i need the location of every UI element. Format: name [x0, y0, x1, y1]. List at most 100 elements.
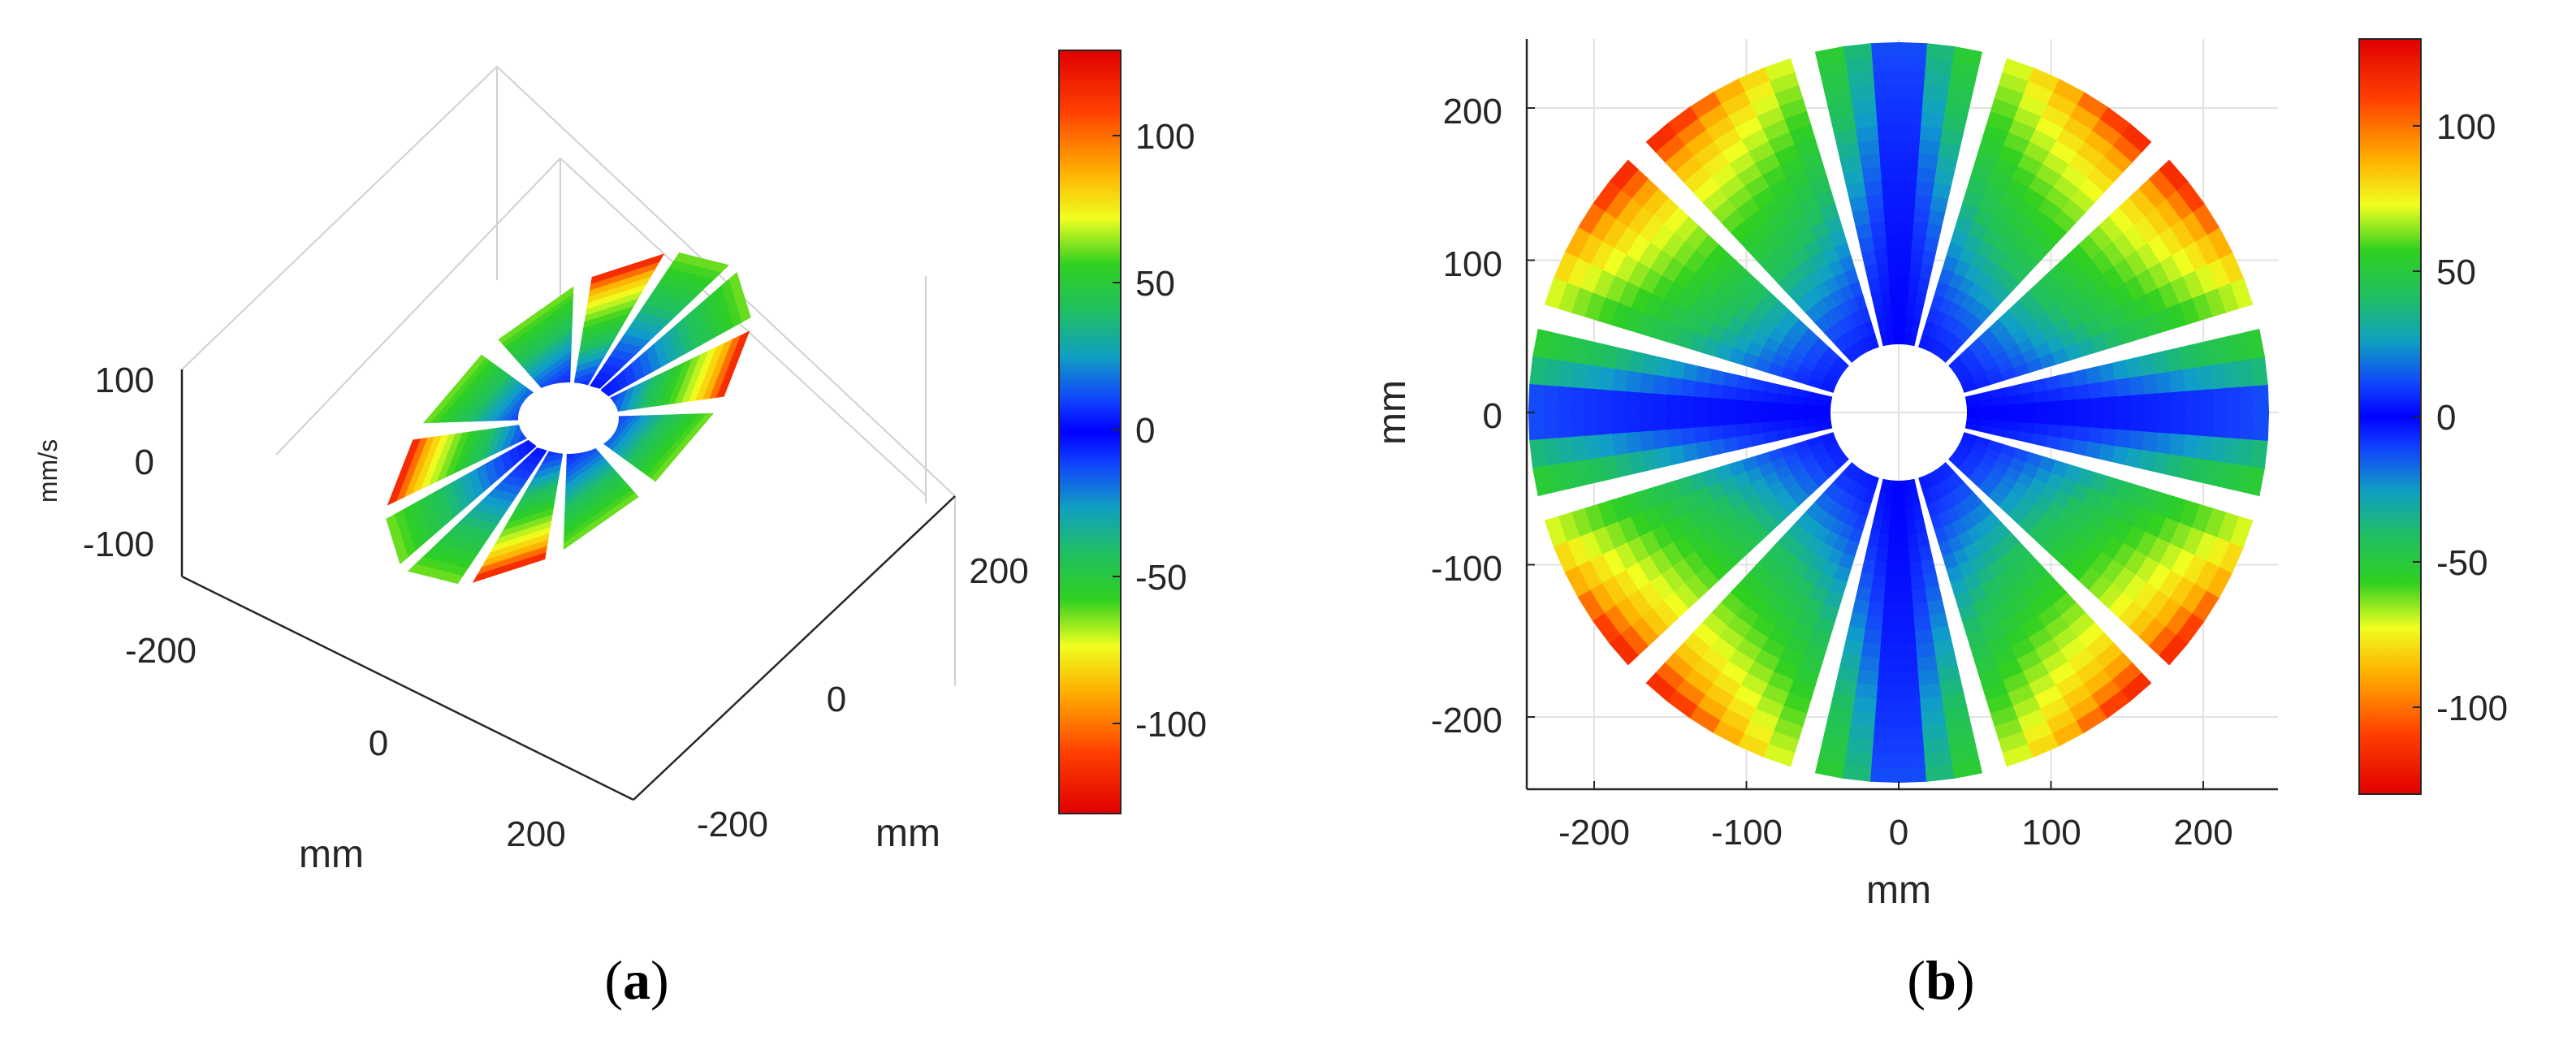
- panel-label-b: (b): [1907, 949, 1974, 1011]
- blade-3d: [387, 421, 539, 506]
- blade-cell: [1761, 412, 1777, 424]
- blade-cell: [1555, 386, 1571, 413]
- blade-cell: [2115, 377, 2132, 397]
- blade-cell: [1898, 766, 1927, 784]
- blade-cell: [1884, 234, 1900, 249]
- blade-cell: [1880, 630, 1900, 646]
- blade-3d-cell: [563, 492, 639, 551]
- blade-cell: [2034, 412, 2051, 425]
- blade-cell: [1867, 602, 1885, 618]
- blade-cell: [1529, 438, 1547, 469]
- blade-cell: [2090, 412, 2105, 429]
- colorbar-tick-label: -50: [1135, 558, 1187, 598]
- blade-cell: [1882, 192, 1900, 209]
- blade-cell: [1887, 261, 1900, 277]
- blade-cell: [1898, 55, 1926, 71]
- blade-cell: [1651, 393, 1667, 413]
- blade-cell: [1869, 588, 1886, 605]
- hub-3d: [518, 382, 619, 454]
- blade-cell: [1861, 642, 1882, 659]
- blade-cell: [1887, 274, 1900, 291]
- blade-3d-cell: [387, 438, 421, 506]
- panel-a-axes-lines: [180, 369, 956, 801]
- blade-cell: [2021, 412, 2037, 424]
- blade-cell: [1861, 166, 1882, 183]
- blade-cell: [2144, 392, 2160, 413]
- blade-cell: [1898, 726, 1925, 742]
- blade-cell: [1816, 405, 1831, 413]
- blade-cell: [1541, 412, 1558, 440]
- blade-cell: [1890, 507, 1900, 523]
- blade-cell: [1692, 412, 1708, 429]
- blade-cell: [1878, 658, 1900, 674]
- blade-cell: [1867, 207, 1885, 223]
- blade-cell: [1665, 394, 1681, 413]
- blade-cell: [1877, 671, 1900, 688]
- z-tick-label: 0: [135, 443, 154, 482]
- blade-cell: [1907, 275, 1920, 291]
- blade-cell: [1918, 545, 1934, 563]
- blade-cell: [1610, 390, 1627, 413]
- blade-cell: [1913, 193, 1933, 210]
- blade-cell: [1882, 507, 1892, 523]
- blade-cell: [1651, 412, 1667, 432]
- blade-cell: [1878, 151, 1900, 167]
- blade-cell: [1898, 69, 1926, 85]
- blade-cell: [1898, 562, 1912, 578]
- blade-cell: [1898, 234, 1913, 249]
- blade-cell: [1898, 616, 1916, 633]
- blade-cell: [1882, 603, 1900, 619]
- blade-cell: [2048, 412, 2064, 425]
- blade-cell: [1912, 588, 1929, 605]
- blade: [1544, 159, 1849, 393]
- blade-cell: [1886, 247, 1900, 263]
- blade-cell: [1665, 412, 1681, 431]
- blade-cell: [2198, 412, 2215, 437]
- blade: [1948, 159, 2254, 393]
- y-tick-label: -100: [1431, 549, 1502, 589]
- blade-cell: [1762, 430, 1779, 444]
- blade-cell: [2116, 412, 2133, 431]
- blade: [1918, 462, 2152, 767]
- blade-cell: [1898, 179, 1917, 195]
- blade-cell: [2245, 328, 2265, 360]
- blade-cell: [1898, 137, 1921, 153]
- blade-cell: [1910, 234, 1926, 251]
- colorbar-a-ticks: [1113, 135, 1121, 724]
- blade-cell: [2101, 378, 2118, 398]
- blade-cell: [1733, 399, 1749, 413]
- blade-cell: [1873, 303, 1885, 320]
- panel-letter-a: a: [623, 949, 650, 1011]
- blade-cell: [2253, 412, 2270, 441]
- blade-cell: [2185, 389, 2201, 413]
- blade-cell: [1788, 395, 1804, 406]
- blade-cell: [1873, 83, 1900, 99]
- blade-cell: [1898, 630, 1917, 646]
- blade-cell: [1898, 302, 1908, 317]
- blade-cell: [1914, 179, 1934, 196]
- blade-cell: [1610, 412, 1627, 435]
- blade-cell: [1883, 220, 1900, 235]
- blade-cell: [1994, 412, 2009, 421]
- blade-cell: [1882, 616, 1900, 633]
- blade-cell: [1803, 424, 1819, 435]
- blade-cell: [1951, 758, 1983, 779]
- blade-cell: [1720, 412, 1735, 427]
- blade-cell: [2074, 425, 2091, 443]
- blade-cell: [1679, 378, 1696, 398]
- blade-cell: [1917, 655, 1938, 673]
- panel-b-blades: [1528, 41, 2270, 784]
- blade-cell: [2076, 397, 2091, 413]
- blade-cell: [2142, 373, 2159, 395]
- blade-cell: [2226, 412, 2242, 439]
- blade-cell: [2115, 428, 2132, 448]
- blade: [1964, 328, 2270, 497]
- blade-cell: [1720, 398, 1735, 413]
- blade-cell: [2159, 159, 2189, 191]
- colorbar-tick-label: 50: [2436, 253, 2476, 292]
- y-tick-label: 0: [827, 680, 846, 719]
- blade-cell: [1666, 428, 1683, 448]
- colorbar-tick-label: 0: [2436, 398, 2456, 438]
- blade-cell: [1597, 389, 1613, 413]
- blade-cell: [1802, 404, 1817, 413]
